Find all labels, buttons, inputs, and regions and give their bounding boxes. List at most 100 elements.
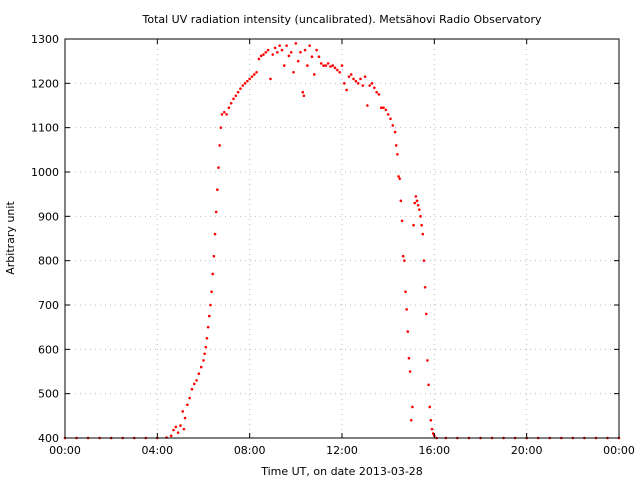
data-point [183,416,187,420]
data-point [366,104,369,107]
data-point [186,403,189,407]
data-point [232,97,235,101]
data-point [218,144,221,147]
plot-frame [64,38,620,439]
data-point [239,87,242,90]
x-tick-label: 20:00 [511,444,543,457]
x-tick-label: 00:00 [603,444,635,457]
data-point [306,64,309,67]
y-axis-ticks: 400 500 600 700 800 900 1000 1100 1200 1300 [31,33,619,445]
data-point [400,219,404,223]
data-point [313,73,316,76]
data-point [257,57,261,61]
data-point [266,48,270,52]
data-point [280,48,284,52]
data-point [382,106,385,110]
x-axis-ticks: 00:00 04:00 08:00 12:00 16:00 20:00 00:00 [49,39,635,457]
data-point [210,290,213,294]
data-point [413,201,417,205]
data-point [361,84,365,87]
x-tick-label: 16:00 [418,444,450,457]
data-point [399,199,403,203]
data-point [319,62,323,65]
data-point [285,44,288,47]
data-point [375,90,378,94]
y-tick-label: 1200 [31,77,59,90]
data-point [273,46,277,50]
data-points [63,42,621,440]
data-point [409,418,413,422]
y-tick-label: 700 [38,299,59,312]
data-point [428,405,432,409]
data-point [222,110,226,114]
data-point [195,379,198,382]
data-point [192,382,196,386]
data-point [302,94,306,98]
data-point [386,113,390,116]
y-tick-label: 1100 [31,122,59,135]
data-point [393,130,397,134]
data-point [336,68,339,72]
data-point [262,53,265,56]
data-point [225,113,228,116]
data-point [405,308,408,311]
data-point [420,223,423,227]
data-point [190,387,194,391]
data-point [411,405,414,409]
data-point [243,82,247,85]
data-point [406,330,410,333]
grid-lines [65,39,619,438]
data-point [317,55,321,59]
data-point [322,64,325,67]
data-point [278,44,281,47]
data-point [219,126,223,129]
data-point [269,77,272,81]
data-point [347,75,351,78]
data-point [241,84,245,87]
data-point [252,73,256,76]
data-point [289,51,293,54]
data-point [310,55,314,59]
y-tick-label: 900 [38,210,59,223]
data-point [352,77,355,81]
data-point [331,64,335,67]
x-tick-label: 08:00 [234,444,266,457]
data-point [412,223,415,227]
data-point [354,79,358,83]
data-point [203,352,206,356]
data-point [209,303,212,307]
data-point [427,383,430,387]
y-tick-label: 400 [38,432,59,445]
data-point [338,70,341,74]
data-point [236,90,240,94]
data-point [401,254,405,258]
y-tick-label: 600 [38,343,59,356]
data-point [391,124,395,127]
data-point [234,94,238,98]
data-point [214,210,218,214]
data-point [398,177,402,180]
data-point [271,53,275,56]
data-point [182,427,186,431]
data-point [294,42,298,45]
data-point [199,365,203,369]
data-point [204,345,208,349]
data-point [403,259,406,262]
data-point [349,73,353,76]
data-point [373,86,376,90]
data-point [248,77,251,81]
data-point [303,48,307,52]
data-point [216,188,219,192]
data-point [264,51,268,54]
data-point [345,88,348,92]
data-point [211,272,215,276]
data-point [340,64,344,67]
data-point [333,66,337,70]
data-point [430,427,434,431]
data-point [282,64,286,67]
data-point [179,424,182,427]
data-point [207,314,211,318]
data-point [370,82,374,85]
x-tick-label: 00:00 [49,444,81,457]
data-point [356,82,360,85]
